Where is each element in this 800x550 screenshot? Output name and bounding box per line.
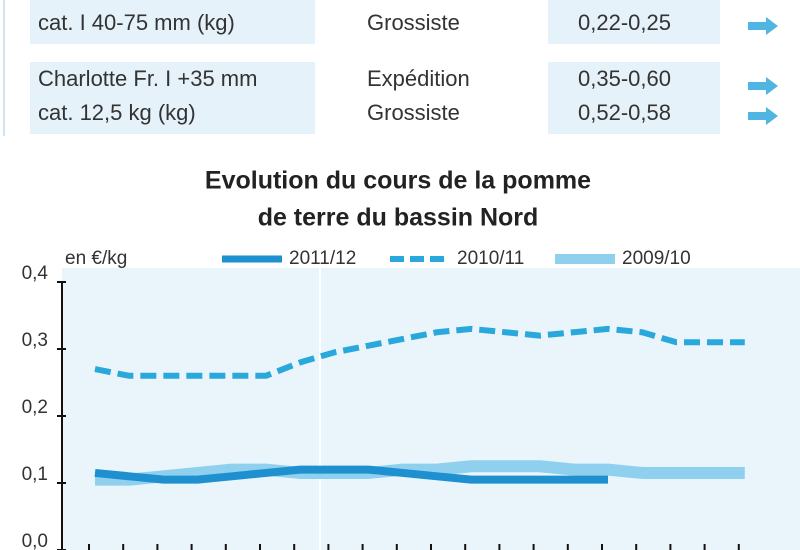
price: 0,22-0,25 bbox=[578, 10, 671, 35]
price: 0,35-0,60 bbox=[578, 66, 671, 91]
arrow bbox=[748, 17, 778, 35]
y-tick-label: 0,0 bbox=[22, 531, 48, 550]
arrow bbox=[748, 77, 778, 95]
arrow-icons bbox=[748, 17, 778, 125]
chart-title: Evolution du cours de la pomme bbox=[205, 167, 591, 195]
stage: Grossiste bbox=[367, 10, 460, 35]
y-tick-label: 0,1 bbox=[22, 464, 48, 485]
cell-bg bbox=[30, 62, 315, 134]
series-line bbox=[95, 460, 745, 486]
stage: Expédition bbox=[367, 66, 470, 91]
arrows bbox=[748, 17, 778, 125]
legend-label: 2010/11 bbox=[457, 248, 524, 269]
cell-bg bbox=[548, 0, 720, 44]
series-line bbox=[94, 325, 745, 379]
cell-bg bbox=[548, 62, 720, 134]
stage: Grossiste bbox=[367, 100, 460, 125]
series-line bbox=[94, 465, 608, 484]
y-tick-label: 0,3 bbox=[22, 330, 48, 351]
product: Charlotte Fr. I +35 mm bbox=[38, 66, 258, 91]
legend-label: 2011/12 bbox=[289, 248, 356, 269]
border bbox=[3, 0, 5, 136]
legend-label: 2009/10 bbox=[622, 248, 691, 269]
product: cat. I 40-75 mm (kg) bbox=[38, 10, 235, 35]
price: 0,52-0,58 bbox=[578, 100, 671, 125]
plot-bg bbox=[62, 268, 800, 550]
arrow bbox=[748, 107, 778, 125]
cell-bg bbox=[30, 0, 315, 44]
chart-title: de terre du bassin Nord bbox=[258, 204, 539, 232]
y-tick-label: 0,4 bbox=[22, 263, 49, 284]
y-tick-label: 0,2 bbox=[22, 397, 48, 418]
y-axis-label: en €/kg bbox=[65, 248, 127, 269]
product: cat. 12,5 kg (kg) bbox=[38, 100, 196, 125]
